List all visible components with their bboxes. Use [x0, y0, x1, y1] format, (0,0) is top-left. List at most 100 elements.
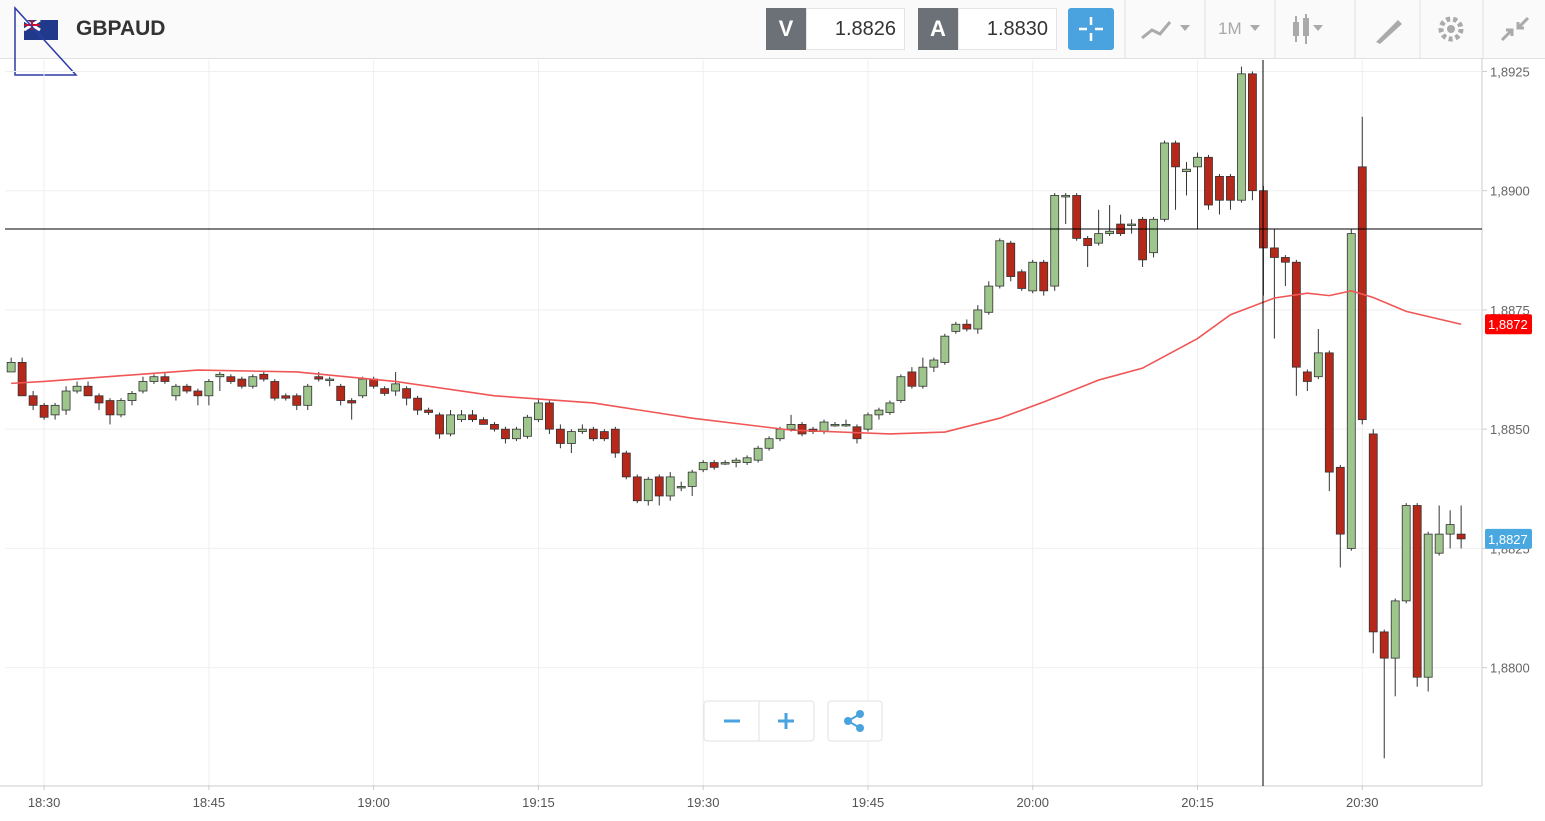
candle-body — [391, 383, 401, 392]
x-tick-label: 18:45 — [193, 795, 226, 810]
x-tick-label: 20:15 — [1181, 795, 1214, 810]
zoom-controls — [703, 700, 883, 742]
y-tick-label: 1,8850 — [1490, 422, 1530, 437]
candle-body — [457, 414, 466, 421]
candle-body — [753, 447, 763, 461]
candle-body — [720, 462, 730, 465]
candle-body — [1039, 261, 1049, 292]
candle-body — [1061, 195, 1071, 198]
candle-body — [819, 421, 829, 432]
candle-body — [896, 376, 906, 401]
candle-body — [446, 414, 455, 435]
candles-icon[interactable] — [1293, 14, 1309, 44]
candle-body — [654, 476, 664, 497]
candle-body — [687, 471, 697, 487]
candle-body — [39, 404, 49, 418]
candle-body — [1006, 242, 1016, 277]
candle-body — [215, 373, 225, 378]
candle-body — [303, 385, 313, 406]
candle-body — [50, 404, 60, 416]
candle-body — [545, 402, 554, 430]
candle-body — [160, 376, 170, 382]
y-tick-label: 1,8925 — [1490, 64, 1530, 79]
ask-label[interactable]: A — [918, 8, 958, 50]
candle-body — [1313, 352, 1323, 378]
candle-body — [731, 459, 741, 463]
settings-icon[interactable] — [1438, 16, 1464, 42]
y-tick-label: 1,8800 — [1490, 661, 1530, 676]
y-tick-label: 1,8900 — [1490, 184, 1530, 199]
collapse-icon[interactable] — [1500, 16, 1530, 42]
candle-body — [325, 378, 335, 381]
candle-body — [314, 376, 324, 380]
candle-body — [984, 285, 994, 313]
candle-body — [566, 431, 576, 444]
candle-body — [193, 390, 203, 397]
candle-body — [116, 400, 126, 416]
draw-icon[interactable] — [1376, 20, 1402, 44]
candle-body — [182, 385, 192, 392]
candle-body — [841, 424, 851, 427]
candle-body — [248, 376, 258, 387]
candle-body — [512, 428, 521, 440]
x-tick-label: 19:15 — [522, 795, 555, 810]
candle-body — [237, 378, 247, 387]
candle-body — [105, 400, 115, 416]
candle-body — [863, 414, 873, 430]
candle-body — [1072, 195, 1082, 239]
candle-body — [973, 309, 983, 330]
candle-body — [83, 385, 93, 397]
price-label: 1,8872 — [1488, 317, 1528, 332]
candle-body — [6, 362, 16, 373]
candle-body — [523, 416, 532, 437]
candle-body — [1390, 600, 1400, 659]
candle-body — [1302, 371, 1312, 382]
ask-price[interactable]: 1.8830 — [958, 8, 1057, 50]
candle-body — [588, 428, 598, 440]
symbol: GBPAUD — [76, 17, 166, 40]
price-label-box — [1485, 314, 1532, 335]
candle-body — [72, 385, 82, 392]
bid-price[interactable]: 1.8826 — [806, 8, 905, 50]
candle-body — [347, 400, 357, 404]
candle-body — [1237, 73, 1246, 201]
candle-body — [1324, 352, 1334, 473]
candle-body — [1050, 195, 1060, 287]
candle-body — [929, 359, 939, 368]
candle-body — [775, 428, 785, 440]
price-label: 1,8827 — [1488, 532, 1528, 547]
candle-body — [204, 381, 214, 397]
candle-body — [259, 373, 269, 380]
candle-body — [1226, 175, 1235, 201]
timeframe[interactable]: 1M — [1218, 19, 1242, 38]
candle-body — [940, 335, 950, 363]
candle-body — [764, 438, 774, 449]
candle-body — [995, 240, 1005, 287]
toolbar: GBPAUD V 1.8826 A 1.8830 1M — [0, 0, 1545, 76]
candle-body — [226, 376, 236, 382]
candle-body — [28, 395, 38, 406]
candle-body — [709, 462, 719, 468]
chart-type-icon[interactable] — [1141, 21, 1172, 40]
x-tick-label: 19:45 — [852, 795, 885, 810]
bid-label[interactable]: V — [766, 8, 806, 50]
crosshair-button[interactable] — [1068, 8, 1114, 50]
candle-body — [1269, 247, 1279, 258]
candle-body — [1412, 505, 1422, 678]
share-button[interactable] — [827, 700, 883, 742]
candle-body — [17, 362, 27, 397]
candle-body — [1346, 233, 1356, 549]
candle-body — [555, 428, 565, 444]
candle-body — [830, 424, 840, 427]
candle-body — [951, 323, 961, 332]
candle-body — [413, 397, 422, 411]
candle-body — [94, 395, 104, 404]
candle-body — [1215, 175, 1224, 201]
candle-body — [336, 385, 346, 401]
x-tick-label: 19:00 — [357, 795, 390, 810]
candle-body — [1028, 261, 1038, 292]
candle-body — [1160, 142, 1169, 220]
candle-body — [1083, 237, 1093, 246]
candle-body — [599, 431, 609, 440]
candle-body — [138, 381, 148, 392]
